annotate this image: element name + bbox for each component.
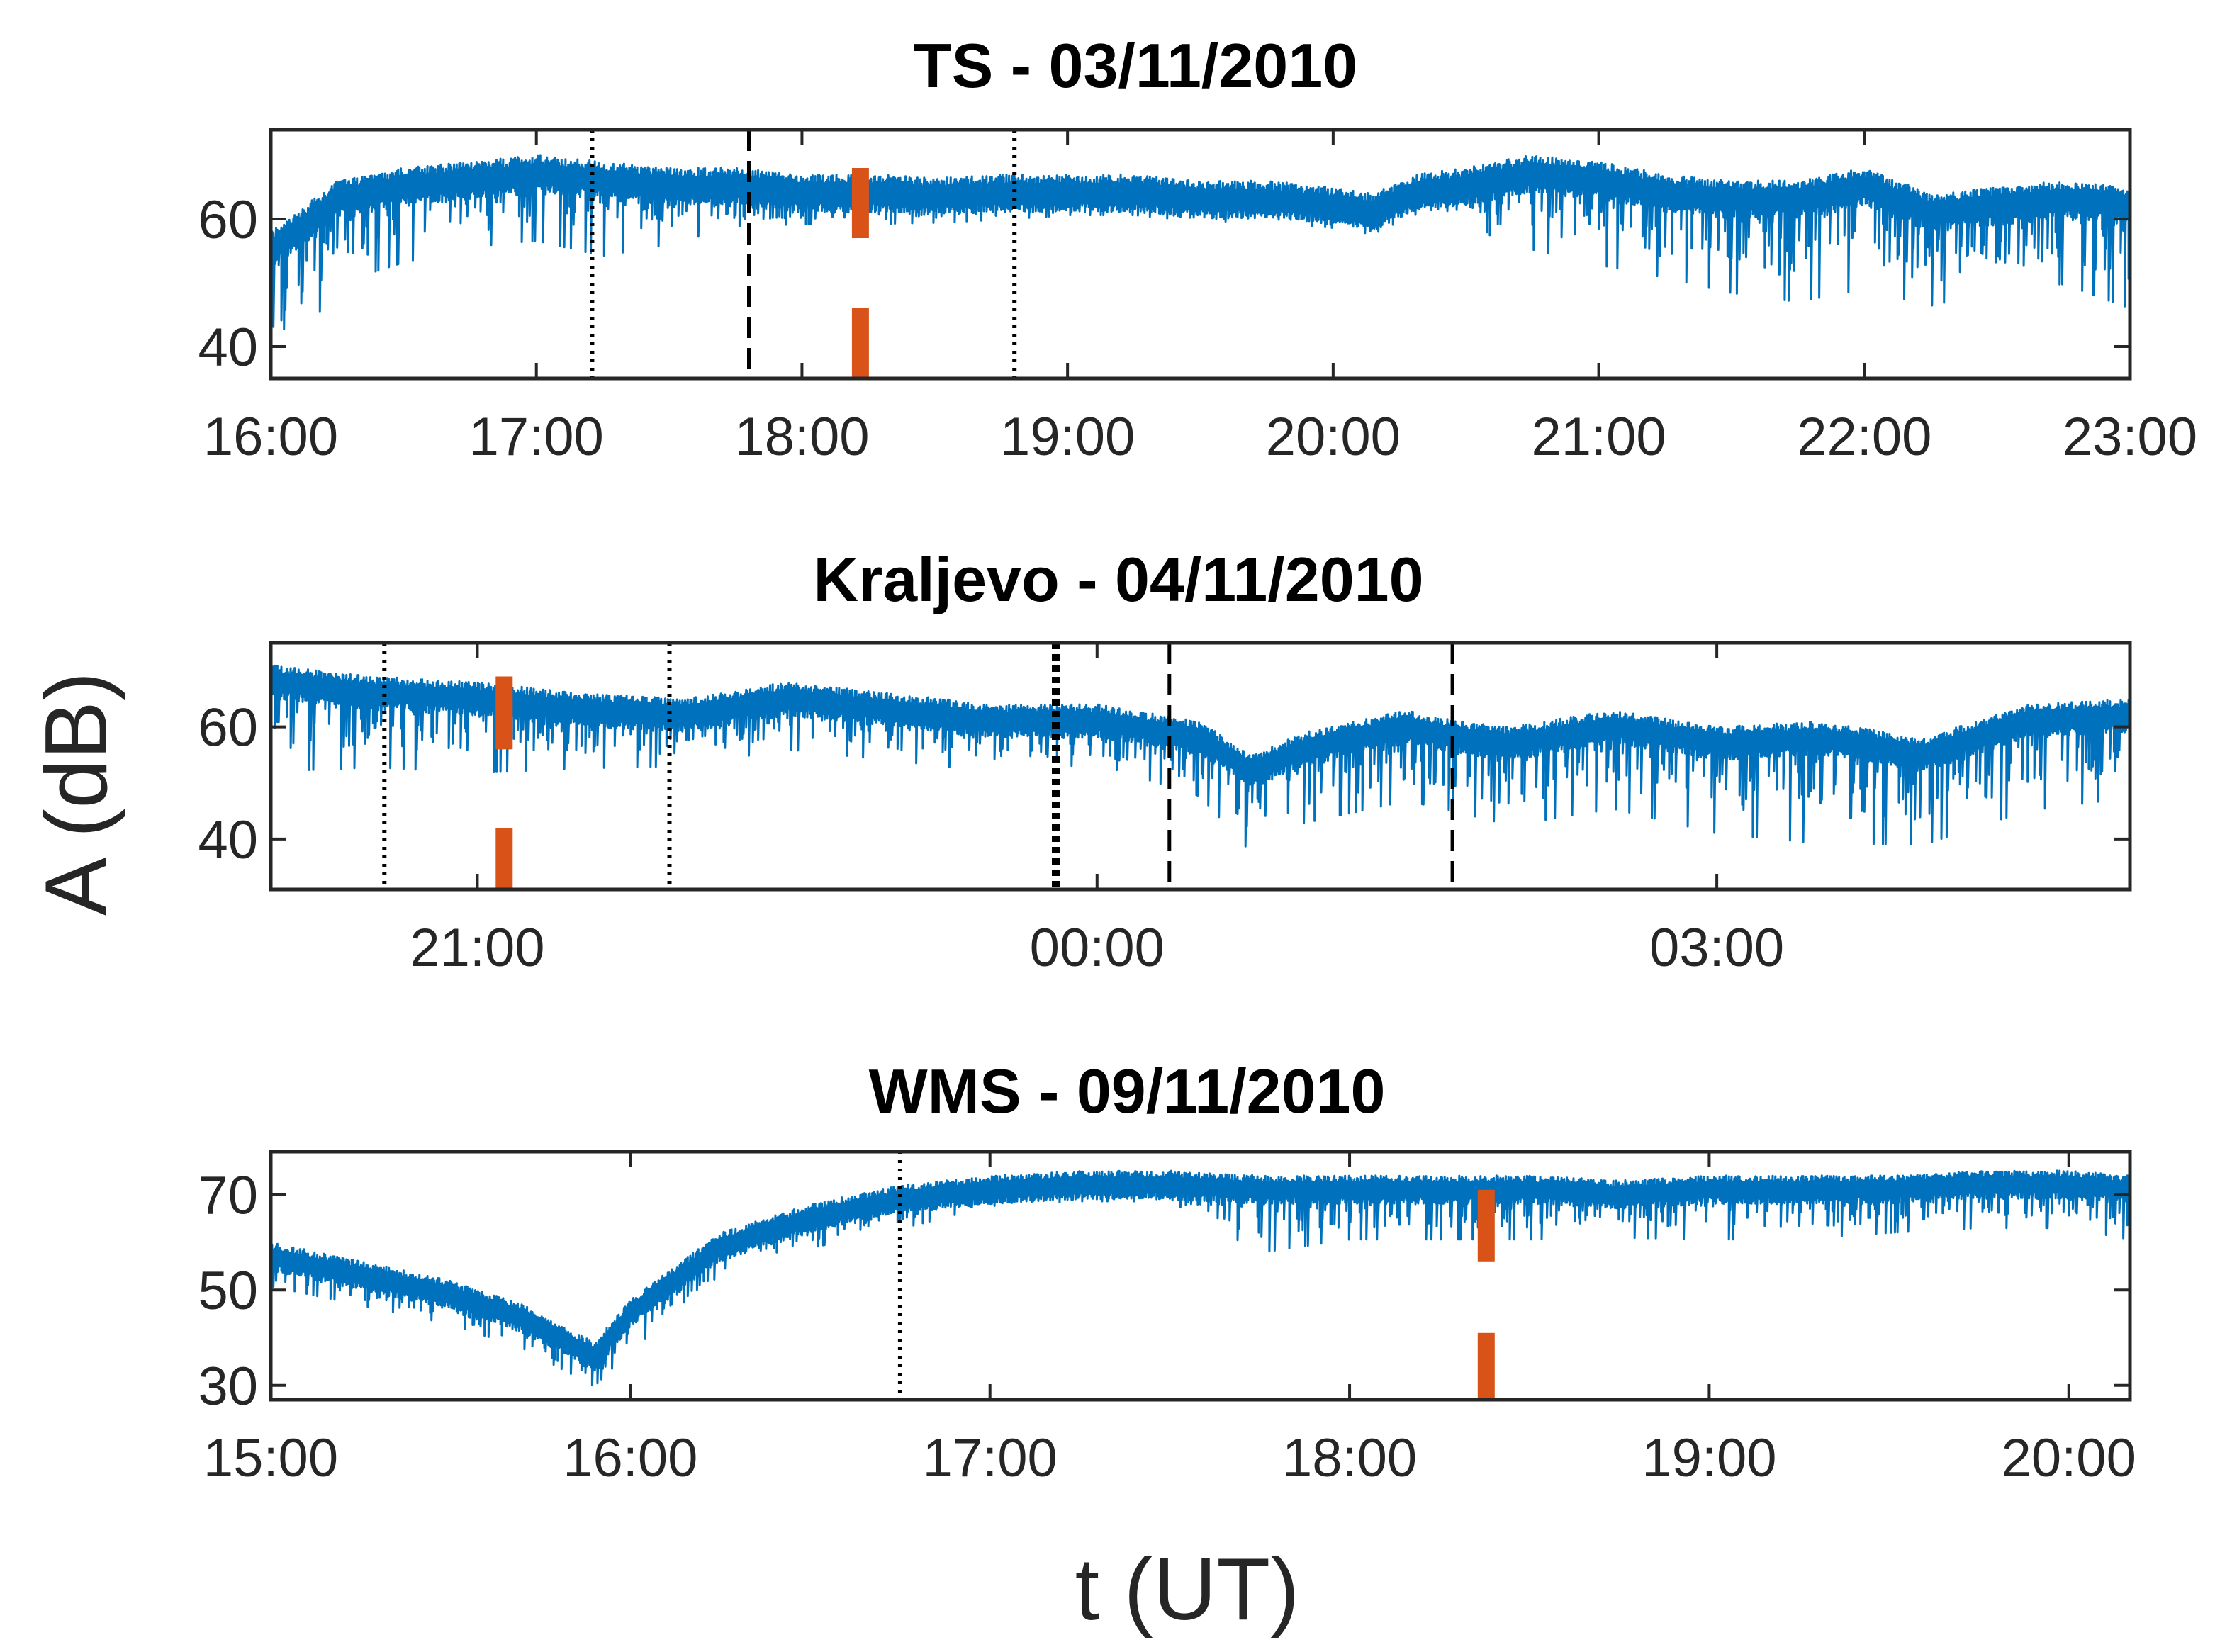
panel-title-wms: WMS - 09/11/2010 <box>869 1056 1386 1126</box>
x-tick-label-kraljevo: 03:00 <box>1649 918 1784 978</box>
event-bar-ts-0 <box>851 168 869 238</box>
x-tick-label-ts: 18:00 <box>734 407 869 467</box>
series-line-ts <box>269 154 2131 331</box>
x-tick-label-ts: 20:00 <box>1266 407 1401 467</box>
x-tick-label-kraljevo: 21:00 <box>410 918 544 978</box>
event-bar-wms-1 <box>1477 1332 1495 1400</box>
x-tick-label-wms: 15:00 <box>203 1428 338 1488</box>
x-tick-label-wms: 20:00 <box>2002 1428 2136 1488</box>
x-tick-label-wms: 17:00 <box>923 1428 1058 1488</box>
plot-frame-ts <box>269 128 2132 381</box>
event-bar-kraljevo-0 <box>495 676 513 750</box>
x-tick-label-wms: 19:00 <box>1642 1428 1776 1488</box>
plot-area-wms: 15:00 16:00 17:00 18:00 19:00 20:00 30 50 70 <box>198 1150 2136 1488</box>
x-tick-label-ts: 23:00 <box>2063 407 2197 467</box>
y-tick-label-wms: 50 <box>198 1261 258 1321</box>
event-bar-ts-1 <box>851 308 869 378</box>
x-tick-label-ts: 17:00 <box>469 407 604 467</box>
x-tick-label-wms: 18:00 <box>1282 1428 1417 1488</box>
panel-kraljevo: Kraljevo - 04/11/2010 21:00 00:00 03:00 40 6… <box>198 544 2132 978</box>
panel-ts: TS - 03/11/2010 16:00 17:00 18:00 19:00 20:0… <box>198 30 2197 467</box>
y-axis-label: A (dB) <box>28 672 125 916</box>
y-tick-label-ts: 40 <box>198 318 258 378</box>
panel-wms: WMS - 09/11/2010 15:00 16:00 17:00 18:00 19:… <box>198 1056 2136 1488</box>
y-tick-label-kraljevo: 60 <box>198 698 258 758</box>
x-tick-label-ts: 21:00 <box>1531 407 1666 467</box>
x-tick-label-ts: 19:00 <box>1000 407 1135 467</box>
x-tick-label-kraljevo: 00:00 <box>1030 918 1165 978</box>
event-bar-wms-0 <box>1477 1189 1495 1262</box>
y-tick-label-ts: 60 <box>198 190 258 250</box>
plot-area-ts: 16:00 17:00 18:00 19:00 20:00 21:00 22:00 23:00… <box>198 128 2197 467</box>
y-tick-label-kraljevo: 40 <box>198 810 258 870</box>
plot-area-kraljevo: 21:00 00:00 03:00 40 60 <box>198 641 2132 978</box>
plot-frame-wms <box>269 1150 2132 1402</box>
x-axis-label: t (UT) <box>1075 1541 1300 1639</box>
y-tick-label-wms: 30 <box>198 1356 258 1417</box>
x-tick-label-wms: 16:00 <box>563 1428 697 1488</box>
series-line-kraljevo <box>269 664 2131 848</box>
plot-frame-kraljevo <box>269 641 2132 892</box>
series-line-wms <box>269 1169 2131 1386</box>
x-tick-label-ts: 16:00 <box>203 407 338 467</box>
event-bar-kraljevo-1 <box>495 828 513 889</box>
y-tick-label-wms: 70 <box>198 1166 258 1226</box>
panel-title-ts: TS - 03/11/2010 <box>914 30 1357 101</box>
panel-title-kraljevo: Kraljevo - 04/11/2010 <box>813 544 1423 614</box>
x-tick-label-ts: 22:00 <box>1797 407 1931 467</box>
